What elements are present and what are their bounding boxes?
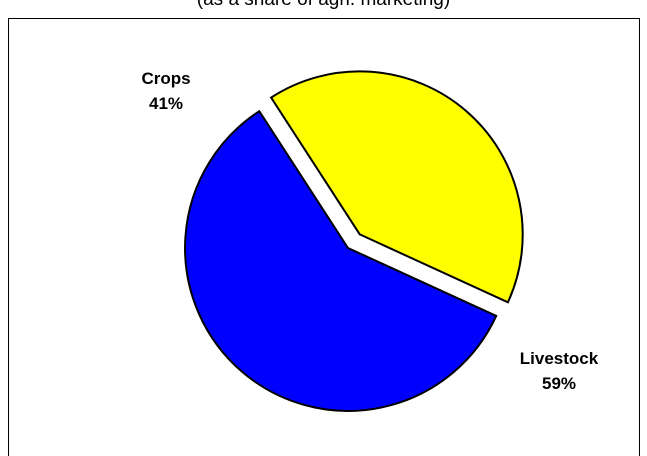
pie-slice-crops	[269, 70, 524, 304]
slice-label-livestock-name: Livestock	[520, 349, 599, 368]
slice-label-crops-value: 41%	[149, 94, 183, 113]
chart-subtitle: (as a share of agri. marketing)	[0, 0, 647, 11]
slice-label-livestock-value: 59%	[542, 374, 576, 393]
pie-slice-livestock	[184, 109, 498, 412]
slice-label-crops-name: Crops	[141, 69, 190, 88]
